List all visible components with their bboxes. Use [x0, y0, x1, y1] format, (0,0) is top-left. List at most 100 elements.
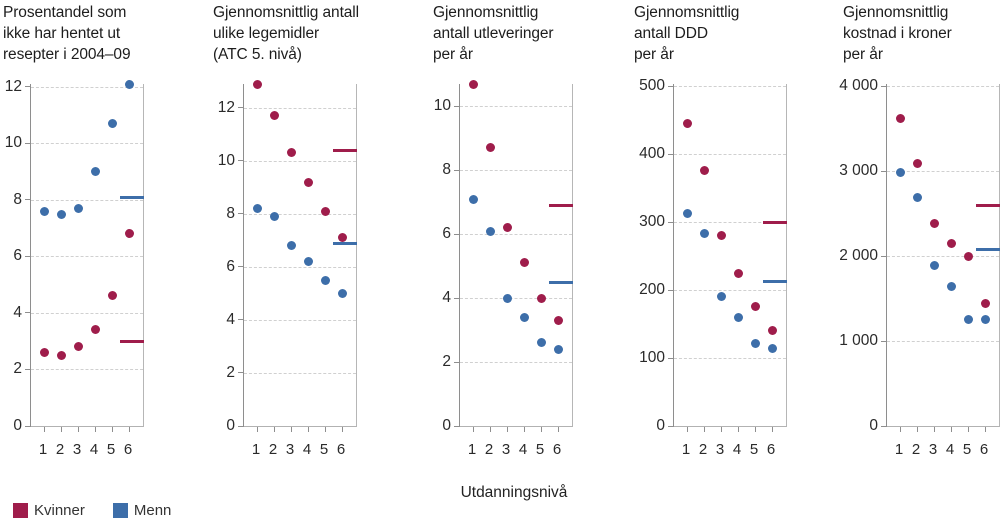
gridline: [31, 199, 143, 201]
gridline: [674, 86, 786, 88]
gridline: [674, 222, 786, 224]
y-tick-mark: [238, 319, 244, 321]
y-tick-mark: [668, 289, 674, 291]
y-tick-label: 4: [13, 303, 22, 321]
data-point-menn: [733, 312, 743, 322]
data-point-menn: [946, 282, 956, 292]
y-tick-mark: [238, 372, 244, 374]
y-tick-label: 300: [639, 213, 665, 231]
plot-area: [454, 79, 573, 432]
y-tick-mark: [25, 425, 31, 427]
panel-title-line: Gjennomsnittlig: [634, 4, 740, 21]
y-tick-mark: [881, 170, 887, 172]
gridline: [887, 171, 999, 173]
y-tick-mark: [668, 153, 674, 155]
x-tick-mark: [985, 427, 986, 432]
gridline: [887, 86, 999, 88]
y-tick-mark: [25, 255, 31, 257]
gridline: [460, 298, 572, 300]
data-point-kvinner: [286, 148, 296, 158]
gridline: [244, 213, 356, 215]
x-axis-title: Utdanningsnivå: [460, 484, 568, 501]
panel-title-line: per år: [634, 46, 674, 63]
y-tick-label: 10: [4, 134, 22, 152]
x-tick-mark: [900, 427, 901, 432]
data-point-menn: [553, 344, 563, 354]
data-point-menn: [699, 229, 709, 239]
y-tick-mark: [668, 425, 674, 427]
data-point-kvinner: [73, 342, 83, 352]
panel-title-line: kostnad i kroner: [843, 25, 952, 42]
data-point-kvinner: [553, 316, 563, 326]
gridline: [31, 312, 143, 314]
y-tick-mark: [454, 425, 460, 427]
data-point-kvinner: [733, 269, 743, 279]
x-tick-mark: [558, 427, 559, 432]
x-tick-label: 4: [945, 441, 955, 458]
y-tick-label: 1 000: [839, 332, 878, 350]
data-point-menn: [286, 241, 296, 251]
data-point-menn: [912, 192, 922, 202]
plot-area: [881, 84, 1000, 432]
x-tick-label: 5: [749, 441, 759, 458]
plot-area: [668, 84, 787, 432]
x-tick-mark: [934, 427, 935, 432]
data-point-kvinner: [767, 326, 777, 336]
data-point-menn: [895, 168, 905, 178]
gridline: [460, 234, 572, 236]
gridline: [674, 358, 786, 359]
data-point-kvinner: [963, 251, 973, 261]
data-point-menn: [107, 119, 117, 129]
data-point-menn: [682, 209, 692, 219]
gridline: [887, 256, 999, 258]
y-tick-label: 0: [656, 417, 665, 434]
gridline: [460, 106, 572, 108]
data-point-menn: [929, 260, 939, 270]
y-tick-label: 0: [13, 417, 22, 434]
gridline: [244, 107, 356, 109]
data-point-menn: [980, 315, 990, 325]
panel-title: Gjennomsnittlig antall ulike legemidler (A…: [213, 2, 359, 65]
y-tick-mark: [238, 107, 244, 109]
x-tick-label: 5: [319, 441, 329, 458]
y-tick-label: 4 000: [839, 77, 878, 95]
panel-title-line: ikke har hentet ut: [3, 25, 121, 42]
legend-label-menn: Menn: [133, 502, 172, 519]
x-tick-label: 3: [285, 441, 295, 458]
legend-label-kvinner: Kvinner: [34, 502, 85, 519]
mean-line-kvinner: [976, 203, 1000, 207]
y-tick-label: 2 000: [839, 247, 878, 265]
panel-title-line: ulike legemidler: [213, 25, 320, 42]
data-point-kvinner: [912, 158, 922, 168]
data-point-kvinner: [536, 293, 546, 303]
gridline: [460, 170, 572, 172]
data-point-kvinner: [303, 177, 313, 187]
y-tick-label: 12: [4, 77, 22, 95]
gridline: [244, 372, 356, 374]
mean-line-menn: [333, 241, 357, 245]
data-point-kvinner: [269, 111, 279, 121]
y-tick-label: 2: [226, 363, 235, 381]
panel-title-line: per år: [433, 46, 473, 63]
y-tick-mark: [668, 221, 674, 223]
x-tick-mark: [721, 427, 722, 432]
data-point-kvinner: [107, 291, 117, 301]
x-tick-mark: [44, 427, 45, 432]
data-point-menn: [485, 226, 495, 236]
mean-line-kvinner: [120, 339, 144, 343]
gridline: [460, 362, 572, 364]
x-tick-mark: [95, 427, 96, 432]
y-tick-label: 500: [639, 77, 665, 95]
data-point-kvinner: [320, 206, 330, 216]
data-point-menn: [124, 79, 134, 89]
x-tick-label: 3: [501, 441, 511, 458]
x-tick-label: 2: [484, 441, 494, 458]
y-tick-label: 8: [442, 161, 451, 179]
panel-title-line: antall utleveringer: [433, 25, 554, 42]
y-tick-mark: [881, 340, 887, 342]
y-tick-label: 2: [13, 360, 22, 378]
x-tick-mark: [325, 427, 326, 432]
legend-item-kvinner: Kvinner: [13, 503, 85, 518]
data-point-menn: [337, 288, 347, 298]
